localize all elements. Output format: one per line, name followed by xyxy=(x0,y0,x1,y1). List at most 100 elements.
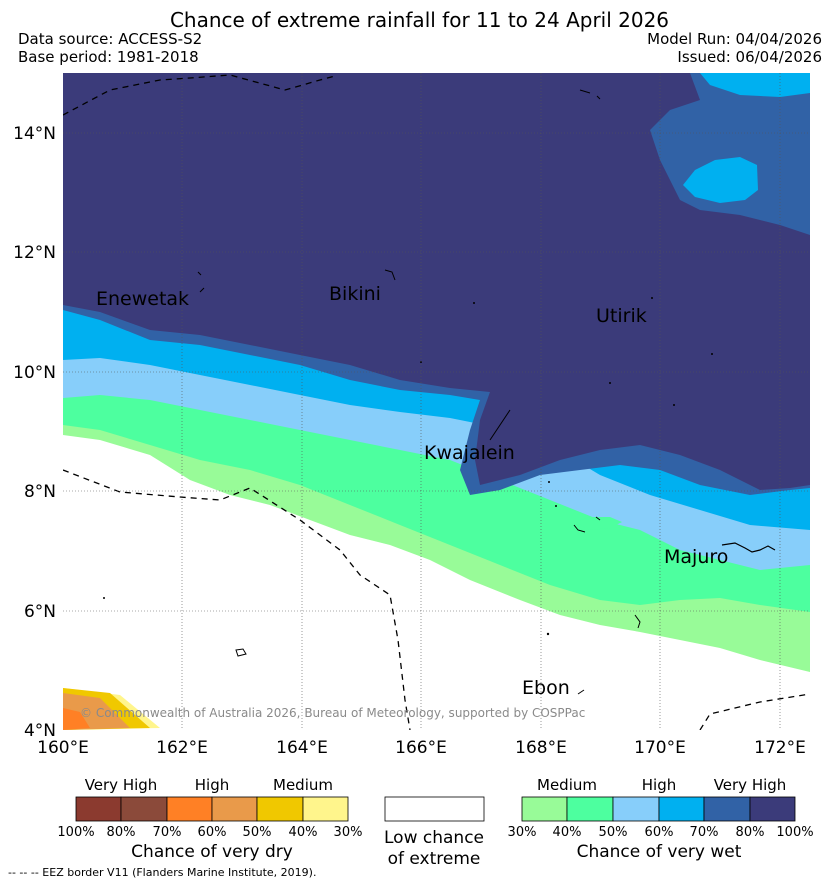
island-dot xyxy=(103,597,105,599)
dry-colorbar xyxy=(75,796,349,822)
lon-label: 170°E xyxy=(634,738,686,758)
island-dot xyxy=(711,353,713,355)
band-60-70 xyxy=(63,73,810,530)
island-dot xyxy=(546,632,550,636)
dry-swatch xyxy=(302,796,349,822)
place-majuro: Majuro xyxy=(664,546,728,568)
lon-label: 164°E xyxy=(276,738,328,758)
lat-label: 12°N xyxy=(13,243,56,263)
wet-swatch xyxy=(612,796,660,822)
low-chance-line1: Low chance xyxy=(384,828,484,848)
dry-deep-orange xyxy=(63,708,90,730)
island-dot xyxy=(473,302,475,304)
dry-swatch xyxy=(256,796,304,822)
wet-tick: 50% xyxy=(599,825,628,840)
blob-majuro xyxy=(575,517,622,530)
wet-tick: 30% xyxy=(508,825,537,840)
lon-label: 172°E xyxy=(754,738,806,758)
dry-level: High xyxy=(195,776,229,794)
dry-swatch xyxy=(120,796,168,822)
place-bikini: Bikini xyxy=(329,283,381,305)
lon-label: 162°E xyxy=(156,738,208,758)
wet-level: Very High xyxy=(714,776,787,794)
island-outline xyxy=(573,516,601,533)
map-title: Chance of extreme rainfall for 11 to 24 … xyxy=(169,8,670,32)
lat-label: 10°N xyxy=(13,363,56,383)
lat-label: 8°N xyxy=(24,482,56,502)
wet-tick: 40% xyxy=(553,825,582,840)
wet-swatch xyxy=(749,796,796,822)
wet-tick: 80% xyxy=(736,825,765,840)
band-80-100 xyxy=(63,73,810,490)
dry-tick: 30% xyxy=(334,825,363,840)
eez-note: -- -- -- EEZ border V11 (Flanders Marine… xyxy=(8,866,317,879)
place-enewetak: Enewetak xyxy=(96,288,189,310)
place-ebon: Ebon xyxy=(522,677,570,699)
dry-swatch xyxy=(75,796,122,822)
island-outline xyxy=(721,542,776,553)
wet-tick: 70% xyxy=(690,825,719,840)
low-chance-line2: of extreme xyxy=(388,849,481,869)
dry-tick: 100% xyxy=(57,825,94,840)
band-40-50 xyxy=(63,73,810,612)
eez-border xyxy=(63,469,411,730)
wet-colorbar xyxy=(521,796,796,822)
low-chance-swatch xyxy=(384,796,485,822)
band-50-60 xyxy=(63,73,810,570)
eez-border xyxy=(699,693,810,730)
wet-title: Chance of very wet xyxy=(577,842,742,862)
dry-swatch xyxy=(211,796,258,822)
graticule xyxy=(63,73,810,730)
copyright: © Commonwealth of Australia 2026, Bureau… xyxy=(80,706,585,720)
wet-swatch xyxy=(703,796,751,822)
dry-title: Chance of very dry xyxy=(131,842,293,862)
map-area xyxy=(63,73,810,730)
wet-swatch xyxy=(566,796,614,822)
island-outline xyxy=(579,89,601,100)
dry-gold xyxy=(63,688,150,730)
dry-swatch xyxy=(166,796,213,822)
dry-level: Very High xyxy=(85,776,158,794)
dry-tick: 80% xyxy=(107,825,136,840)
wet-swatch xyxy=(521,796,568,822)
dry-tick: 40% xyxy=(289,825,318,840)
island-outline xyxy=(197,271,205,293)
island-outline xyxy=(577,689,585,695)
dry-level: Medium xyxy=(273,776,333,794)
wet-tick: 100% xyxy=(776,825,813,840)
dry-orange xyxy=(63,693,130,730)
band-70-80 xyxy=(63,73,810,495)
island-outline xyxy=(489,409,511,441)
place-utirik: Utirik xyxy=(596,305,647,327)
dry-tick: 50% xyxy=(243,825,272,840)
band-top-right xyxy=(700,73,810,97)
island-outline xyxy=(384,269,396,281)
wet-level: Medium xyxy=(537,776,597,794)
lat-label: 14°N xyxy=(13,124,56,144)
lon-label: 160°E xyxy=(37,738,89,758)
issued-date: Issued: 06/04/2026 xyxy=(677,48,822,66)
island-dot xyxy=(651,297,653,299)
lon-label: 166°E xyxy=(395,738,447,758)
lon-label: 168°E xyxy=(515,738,567,758)
lat-label: 4°N xyxy=(24,721,56,741)
dry-yellow xyxy=(63,688,160,730)
island-dot xyxy=(673,404,675,406)
island-dot xyxy=(548,481,550,483)
blob-utirik-east xyxy=(683,157,758,203)
island-outline xyxy=(634,614,641,629)
lat-label: 6°N xyxy=(24,602,56,622)
dry-tick: 60% xyxy=(198,825,227,840)
dry-tick: 70% xyxy=(153,825,182,840)
island-outline xyxy=(235,648,247,657)
model-run: Model Run: 04/04/2026 xyxy=(647,30,822,48)
island-dot xyxy=(555,505,557,507)
wet-level: High xyxy=(642,776,676,794)
place-kwajalein: Kwajalein xyxy=(424,442,515,464)
band-30-40 xyxy=(63,73,810,672)
wet-tick: 60% xyxy=(645,825,674,840)
data-source: Data source: ACCESS-S2 xyxy=(18,30,203,48)
base-period: Base period: 1981-2018 xyxy=(18,48,199,66)
island-dot xyxy=(420,361,422,363)
